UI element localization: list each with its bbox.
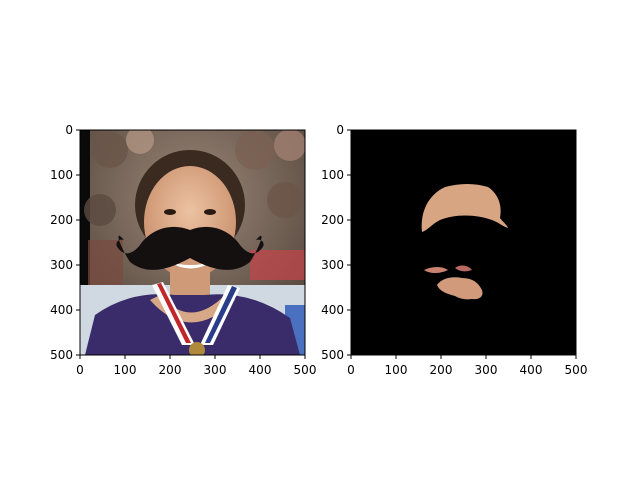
left-lip-region [424,267,448,273]
left-x-tick-label: 400 [249,363,272,377]
forehead-region [421,184,508,232]
left-x-axis: 0 100 200 300 400 500 [76,355,316,377]
chin-region [437,277,483,300]
right-x-tick-label: 0 [347,363,355,377]
photo-image [80,130,305,355]
right-y-tick-label: 400 [321,303,344,317]
left-x-tick-label: 200 [159,363,182,377]
left-y-tick-label: 0 [65,123,73,137]
left-x-tick-label: 0 [76,363,84,377]
right-panel: 0 100 200 300 400 500 0 100 200 300 400 500 [321,123,587,377]
right-lip-region [455,265,472,272]
left-y-tick-label: 200 [50,213,73,227]
left-panel: 0 100 200 300 400 500 0 100 200 300 400 500 [50,123,316,377]
left-y-tick-label: 100 [50,168,73,182]
mustache-overlay [116,226,264,270]
left-x-tick-label: 500 [294,363,317,377]
right-x-tick-label: 300 [475,363,498,377]
right-y-tick-label: 100 [321,168,344,182]
left-y-tick-label: 300 [50,258,73,272]
left-y-tick-label: 400 [50,303,73,317]
left-y-axis: 0 100 200 300 400 500 [50,123,80,362]
left-x-tick-label: 100 [114,363,137,377]
right-x-tick-label: 100 [385,363,408,377]
right-x-tick-label: 200 [430,363,453,377]
right-y-tick-label: 0 [336,123,344,137]
right-y-tick-label: 200 [321,213,344,227]
right-x-tick-label: 400 [520,363,543,377]
right-x-axis: 0 100 200 300 400 500 [347,355,587,377]
right-y-tick-label: 500 [321,348,344,362]
mask-image [351,130,576,355]
left-y-tick-label: 500 [50,348,73,362]
right-y-axis: 0 100 200 300 400 500 [321,123,351,362]
right-y-tick-label: 300 [321,258,344,272]
left-x-tick-label: 300 [204,363,227,377]
right-x-tick-label: 500 [565,363,588,377]
